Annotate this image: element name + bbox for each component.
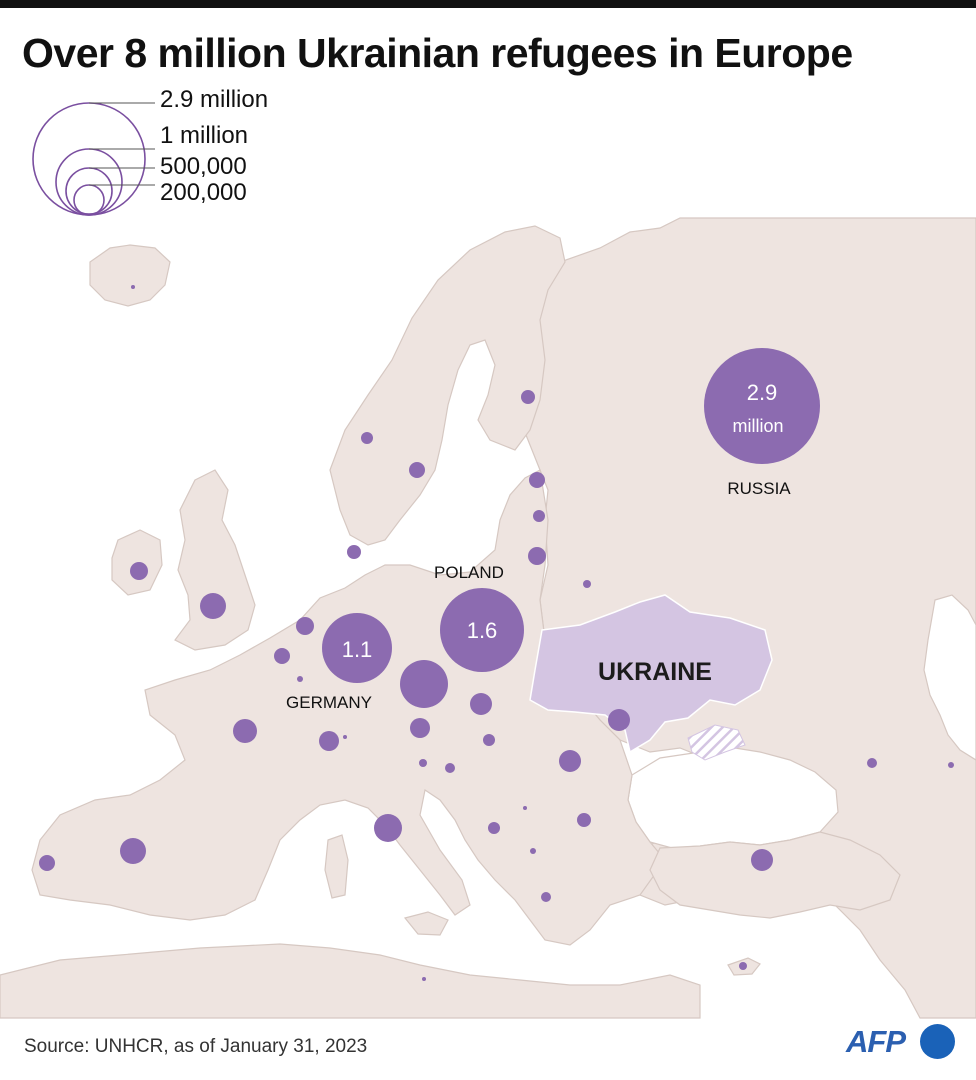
legend-label-200k: 200,000 xyxy=(160,179,247,206)
bubble-cyprus xyxy=(739,962,747,970)
scandinavia-land xyxy=(329,225,566,546)
bubble-switzerland xyxy=(319,731,339,751)
label-germany: GERMANY xyxy=(286,693,372,712)
bubble-iceland xyxy=(131,285,135,289)
ukraine-shape xyxy=(529,594,773,754)
bubble-estonia xyxy=(529,472,545,488)
bubble-armenia xyxy=(948,762,954,768)
afp-logo: AFP xyxy=(846,1022,958,1062)
bubble-portugal xyxy=(39,855,55,871)
bubble-slovenia xyxy=(419,759,427,767)
bubble-austria xyxy=(410,718,430,738)
label-ukraine: UKRAINE xyxy=(598,658,712,686)
bubble-france xyxy=(233,719,257,743)
bubble-czechia xyxy=(400,660,448,708)
legend-leader-lines xyxy=(89,102,155,186)
bubble-norway xyxy=(361,432,373,444)
bubble-russia-value: 2.9 xyxy=(747,380,778,405)
legend-circle-2-9m xyxy=(32,102,146,216)
page-title: Over 8 million Ukrainian refugees in Eur… xyxy=(22,30,853,76)
label-poland: POLAND xyxy=(434,563,504,582)
bubble-montenegro xyxy=(523,806,527,810)
bubble-greece xyxy=(541,892,551,902)
sardinia-land xyxy=(324,834,349,899)
legend-circle-1m xyxy=(55,148,123,216)
bubble-sweden xyxy=(409,462,425,478)
bubble-malta xyxy=(422,977,426,981)
bubble-belgium xyxy=(274,648,290,664)
bubble-luxembourg xyxy=(297,676,303,682)
bubble-poland xyxy=(440,588,524,672)
refugee-bubbles xyxy=(39,285,954,981)
top-rule xyxy=(0,0,976,8)
bubble-russia xyxy=(704,348,820,464)
bubble-russia-unit: million xyxy=(732,416,783,436)
bubble-croatia xyxy=(445,763,455,773)
caspian-sea xyxy=(923,594,976,761)
bubble-liechtenstein xyxy=(343,735,347,739)
iceland-land xyxy=(89,244,171,307)
britain-land xyxy=(174,469,256,651)
bubble-netherlands xyxy=(296,617,314,635)
legend-circle-200k xyxy=(73,184,105,216)
crimea-shape xyxy=(687,724,746,761)
bubble-belarus xyxy=(583,580,591,588)
bubble-germany-value: 1.1 xyxy=(342,637,373,662)
bubble-latvia xyxy=(533,510,545,522)
bubble-moldova xyxy=(608,709,630,731)
legend-circles xyxy=(32,102,146,216)
afp-logo-text: AFP xyxy=(846,1024,906,1059)
bubble-lithuania xyxy=(528,547,546,565)
bubble-romania xyxy=(559,750,581,772)
bubble-finland xyxy=(521,390,535,404)
bubble-germany xyxy=(322,613,392,683)
bubble-turkey xyxy=(751,849,773,871)
bubble-hungary xyxy=(483,734,495,746)
bubble-uk xyxy=(200,593,226,619)
north-africa-land xyxy=(0,943,701,1019)
legend-circle-500k xyxy=(65,167,113,215)
continent-land xyxy=(31,469,666,946)
bubble-italy xyxy=(374,814,402,842)
legend-label-1m: 1 million xyxy=(160,122,249,149)
sicily-land xyxy=(403,911,449,936)
bubble-slovakia xyxy=(470,693,492,715)
bubble-georgia xyxy=(867,758,877,768)
bubble-serbia xyxy=(488,822,500,834)
bubble-ireland xyxy=(130,562,148,580)
label-russia: RUSSIA xyxy=(727,479,791,498)
bubble-poland-value: 1.6 xyxy=(467,618,498,643)
legend-label-2-9m: 2.9 million xyxy=(160,86,269,113)
afp-logo-dot-icon xyxy=(920,1024,955,1059)
legend-label-500k: 500,000 xyxy=(160,153,247,180)
bubble-spain xyxy=(120,838,146,864)
turkey-land xyxy=(649,831,901,919)
bubble-bulgaria xyxy=(577,813,591,827)
bubble-north-macedonia xyxy=(530,848,536,854)
bubble-denmark xyxy=(347,545,361,559)
source-note: Source: UNHCR, as of January 31, 2023 xyxy=(24,1036,368,1057)
